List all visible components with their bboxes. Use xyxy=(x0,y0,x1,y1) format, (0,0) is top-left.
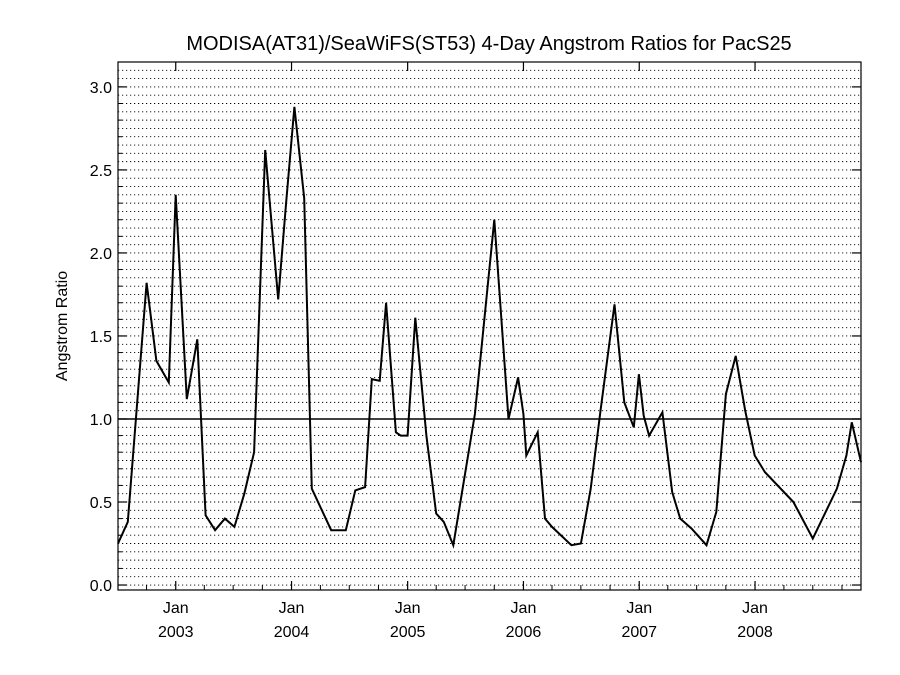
x-tick-month: Jan xyxy=(163,600,189,617)
y-tick-label: 0.5 xyxy=(90,495,112,512)
y-tick-labels: 0.0 0.5 1.0 1.5 2.0 2.5 3.0 xyxy=(90,80,112,595)
plot-area-frame xyxy=(117,61,862,591)
series-line xyxy=(117,106,862,549)
y-tick-label: 0.0 xyxy=(90,578,112,595)
y-tick-label: 2.5 xyxy=(90,163,112,180)
y-tick-label: 1.0 xyxy=(90,412,112,429)
x-tick-year: 2008 xyxy=(737,624,773,641)
x-tick-year: 2006 xyxy=(506,624,542,641)
x-tick-year: 2003 xyxy=(158,624,194,641)
chart-title: MODISA(AT31)/SeaWiFS(ST53) 4-Day Angstro… xyxy=(186,33,791,55)
axis-ticks xyxy=(118,62,861,590)
gridlines xyxy=(118,69,861,586)
y-tick-label: 2.0 xyxy=(90,246,112,263)
x-tick-month: Jan xyxy=(279,600,305,617)
x-tick-month: Jan xyxy=(511,600,537,617)
x-tick-labels: Jan 2003 Jan 2004 Jan 2005 Jan 2006 Jan 2007 Jan 20… xyxy=(158,600,773,641)
y-tick-label: 3.0 xyxy=(90,80,112,97)
x-tick-month: Jan xyxy=(742,600,768,617)
x-tick-month: Jan xyxy=(395,600,421,617)
y-axis-label: Angstrom Ratio xyxy=(54,271,71,381)
x-tick-year: 2004 xyxy=(274,624,310,641)
x-tick-year: 2007 xyxy=(621,624,657,641)
x-tick-month: Jan xyxy=(626,600,652,617)
y-tick-label: 1.5 xyxy=(90,329,112,346)
x-tick-year: 2005 xyxy=(390,624,426,641)
